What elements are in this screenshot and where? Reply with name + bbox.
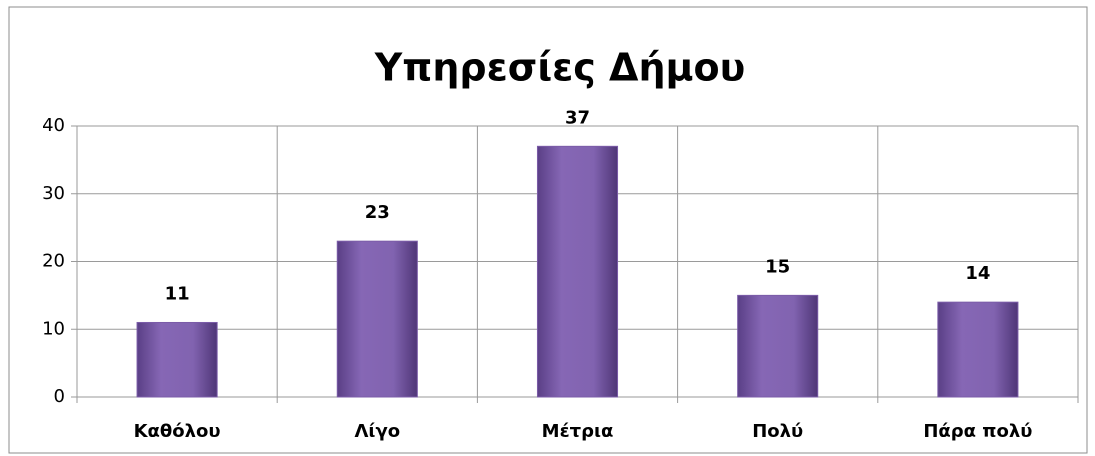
bar	[937, 301, 1019, 398]
data-label: 14	[965, 263, 990, 284]
x-tick-label: Πολύ	[752, 421, 803, 442]
y-tick-label: 10	[42, 318, 65, 339]
data-label: 23	[365, 202, 390, 223]
data-label: 15	[765, 256, 790, 277]
x-tick-label: Καθόλου	[134, 421, 221, 442]
x-tick-label: Λίγο	[355, 421, 401, 442]
bar	[336, 240, 418, 398]
y-tick-label: 30	[42, 183, 65, 204]
bar	[136, 321, 218, 398]
x-tick-label: Πάρα πολύ	[923, 421, 1032, 442]
y-tick-label: 20	[42, 251, 65, 272]
data-label: 11	[165, 283, 190, 304]
bar	[536, 145, 619, 398]
bar	[737, 294, 819, 398]
x-tick-label: Μέτρια	[542, 421, 614, 442]
data-label: 37	[565, 107, 590, 128]
y-tick-label: 0	[54, 386, 65, 407]
y-tick-label: 40	[42, 115, 65, 136]
chart-title: Υπηρεσίες Δήμου	[374, 46, 745, 90]
